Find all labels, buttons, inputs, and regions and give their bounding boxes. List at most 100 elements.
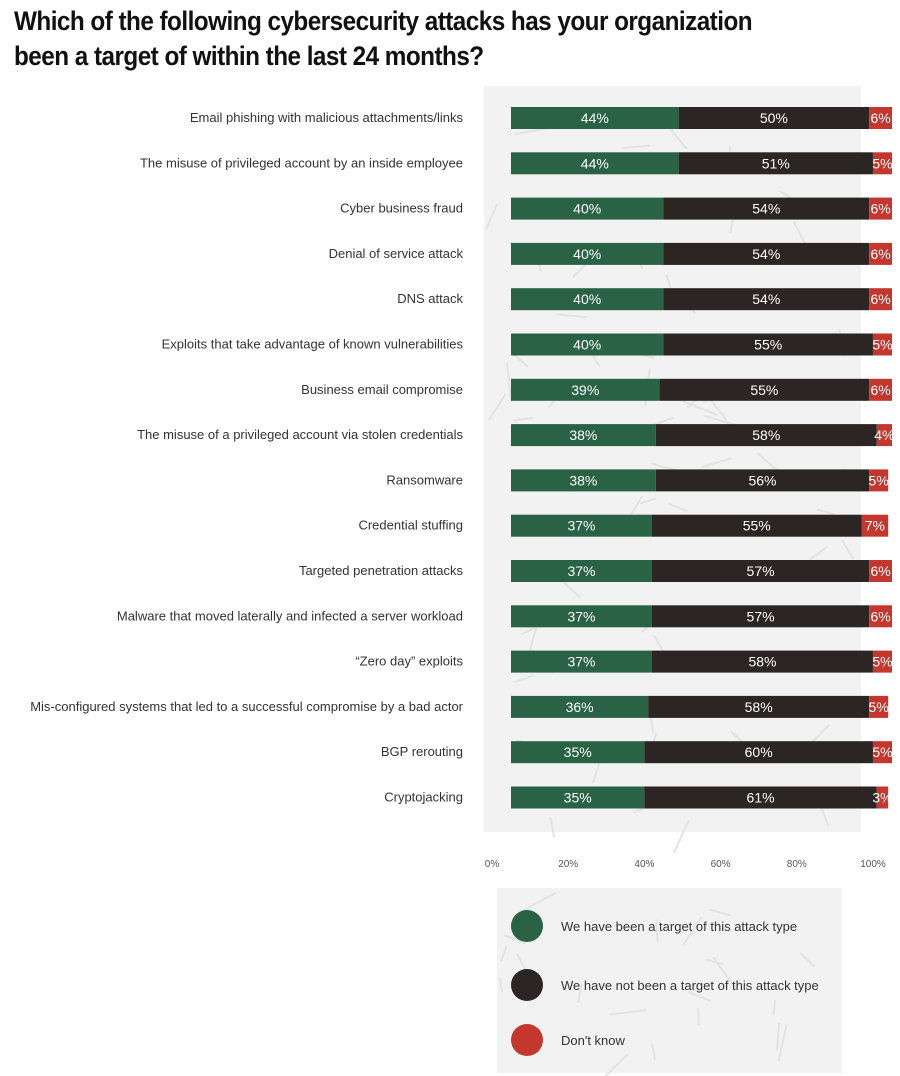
legend-swatch [511, 1024, 543, 1056]
data-label: 37% [567, 518, 595, 534]
data-label: 6% [870, 246, 890, 262]
data-label: 5% [872, 155, 892, 171]
x-tick-label: 0% [485, 859, 500, 870]
texture-stroke [485, 203, 498, 230]
bar-segment [655, 469, 870, 492]
texture-stroke [651, 1043, 657, 1061]
bar-segment [651, 560, 870, 582]
texture-stroke [775, 1022, 781, 1051]
bar-segment [644, 741, 873, 764]
bar-segment [659, 378, 870, 401]
bar-segment [511, 741, 645, 764]
legend-item: We have been a target of this attack typ… [511, 910, 797, 942]
data-label: 44% [581, 155, 609, 171]
data-label: 39% [571, 382, 599, 398]
bar-segment [651, 650, 873, 673]
data-label: 6% [870, 608, 890, 624]
data-label: 54% [752, 201, 780, 217]
bar-segment [869, 695, 889, 718]
legend-label: We have not been a target of this attack… [561, 978, 819, 993]
category-label: The misuse of a privileged account via s… [137, 427, 463, 442]
chart-row: Credential stuffing 37% 55% 7% [358, 514, 889, 537]
data-label: 56% [748, 472, 776, 488]
bar-segment [678, 107, 870, 129]
data-label: 40% [573, 246, 601, 262]
texture-stroke [682, 916, 703, 946]
bar-segment [869, 378, 892, 401]
texture-stroke [772, 999, 777, 1016]
category-label: DNS attack [397, 291, 463, 306]
chart-row: Ransomware 38% 56% 5% [386, 469, 889, 492]
texture-stroke [673, 820, 690, 854]
data-label: 35% [564, 744, 592, 760]
texture-stroke [513, 674, 535, 684]
category-label: The misuse of privileged account by an i… [140, 155, 463, 170]
bar-segment [663, 242, 870, 265]
legend-swatch [511, 910, 543, 942]
category-label: Credential stuffing [358, 518, 463, 533]
data-label: 4% [874, 427, 894, 443]
chart-row: Exploits that take advantage of known vu… [162, 333, 893, 356]
texture-stroke [701, 457, 732, 469]
texture-stroke [687, 990, 711, 1002]
category-label: BGP rerouting [381, 744, 463, 759]
data-label: 38% [569, 427, 597, 443]
texture-stroke [681, 400, 718, 416]
chart-row: DNS attack 40% 54% 6% [397, 288, 892, 311]
chart-row: Business email compromise 39% 55% 6% [301, 378, 892, 401]
legend-label: Don't know [561, 1033, 626, 1048]
bar-segment [511, 378, 660, 401]
category-label: Mis-configured systems that led to a suc… [30, 699, 463, 714]
texture-stroke [500, 946, 508, 962]
data-label: 57% [747, 608, 775, 624]
bar-segment [872, 741, 892, 764]
bar-segment [869, 288, 892, 311]
chart-row: Targeted penetration attacks 37% 57% 6% [299, 560, 892, 582]
bar-segment [651, 514, 862, 537]
data-label: 54% [752, 246, 780, 262]
x-tick-label: 60% [711, 859, 731, 870]
category-label: Exploits that take advantage of known vu… [162, 337, 464, 352]
texture-stroke [572, 263, 586, 278]
bar-segment [663, 197, 870, 220]
category-label: Cryptojacking [384, 790, 463, 805]
data-label: 58% [745, 699, 773, 715]
chart-row: Mis-configured systems that led to a suc… [30, 695, 889, 718]
data-label: 55% [743, 518, 771, 534]
texture-stroke [488, 393, 507, 421]
chart-row: The misuse of a privileged account via s… [137, 424, 894, 447]
data-label: 5% [869, 472, 889, 488]
bar-segment [511, 152, 679, 175]
chart-row: BGP rerouting 35% 60% 5% [381, 741, 893, 764]
bar-segment [876, 786, 889, 809]
bar-segment [872, 650, 892, 673]
bar-segment [511, 650, 652, 673]
data-label: 40% [573, 201, 601, 217]
category-label: Targeted penetration attacks [299, 563, 464, 578]
legend-label: We have been a target of this attack typ… [561, 919, 797, 934]
texture-stroke [777, 1023, 788, 1062]
chart-row: Malware that moved laterally and infecte… [117, 605, 892, 628]
texture-stroke [609, 1009, 647, 1016]
data-label: 6% [870, 110, 890, 126]
chart-row: Cyber business fraud 40% 54% 6% [340, 197, 892, 220]
bar-segment [511, 605, 652, 628]
category-label: “Zero day” exploits [355, 654, 463, 669]
data-label: 6% [870, 382, 890, 398]
bar-segment [511, 333, 664, 356]
texture-stroke [521, 626, 536, 636]
data-label: 55% [750, 382, 778, 398]
texture-stroke [549, 817, 556, 838]
data-label: 50% [760, 110, 788, 126]
texture-stroke [799, 951, 816, 968]
data-label: 5% [872, 337, 892, 353]
texture-stroke [504, 934, 526, 945]
bar-segment [678, 152, 873, 175]
data-label: 55% [754, 337, 782, 353]
data-label: 37% [567, 563, 595, 579]
x-tick-label: 80% [787, 859, 807, 870]
x-tick-label: 100% [860, 859, 886, 870]
data-label: 36% [566, 699, 594, 715]
data-label: 5% [872, 654, 892, 670]
